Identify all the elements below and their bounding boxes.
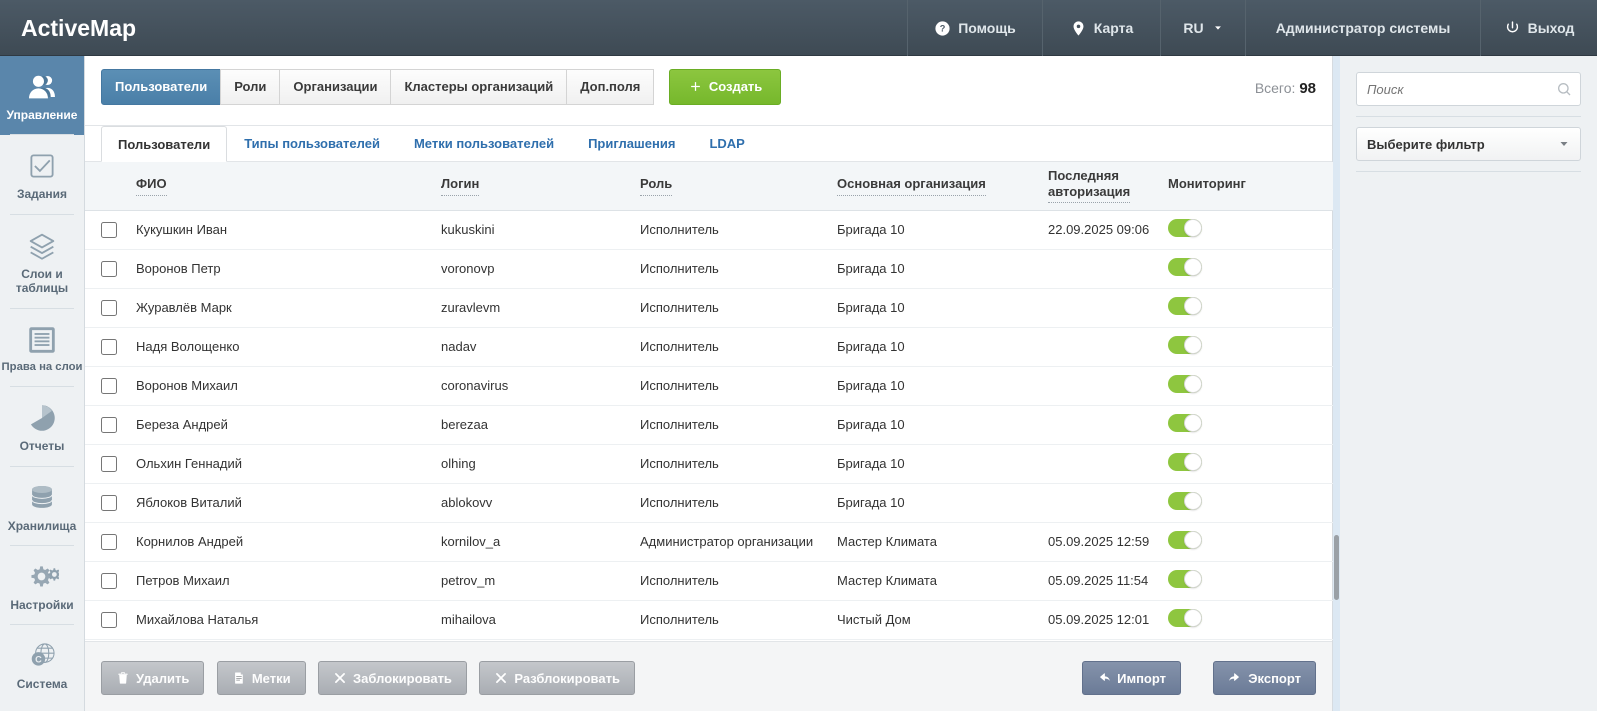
svg-text:C: C [35,655,42,665]
svg-text:?: ? [940,23,946,33]
